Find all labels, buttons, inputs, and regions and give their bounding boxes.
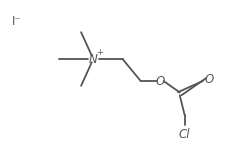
- Text: Cl: Cl: [179, 128, 190, 141]
- Text: +: +: [96, 48, 103, 57]
- Text: I⁻: I⁻: [12, 15, 21, 28]
- Text: O: O: [204, 73, 214, 86]
- Text: O: O: [156, 75, 165, 88]
- Text: N: N: [89, 52, 98, 66]
